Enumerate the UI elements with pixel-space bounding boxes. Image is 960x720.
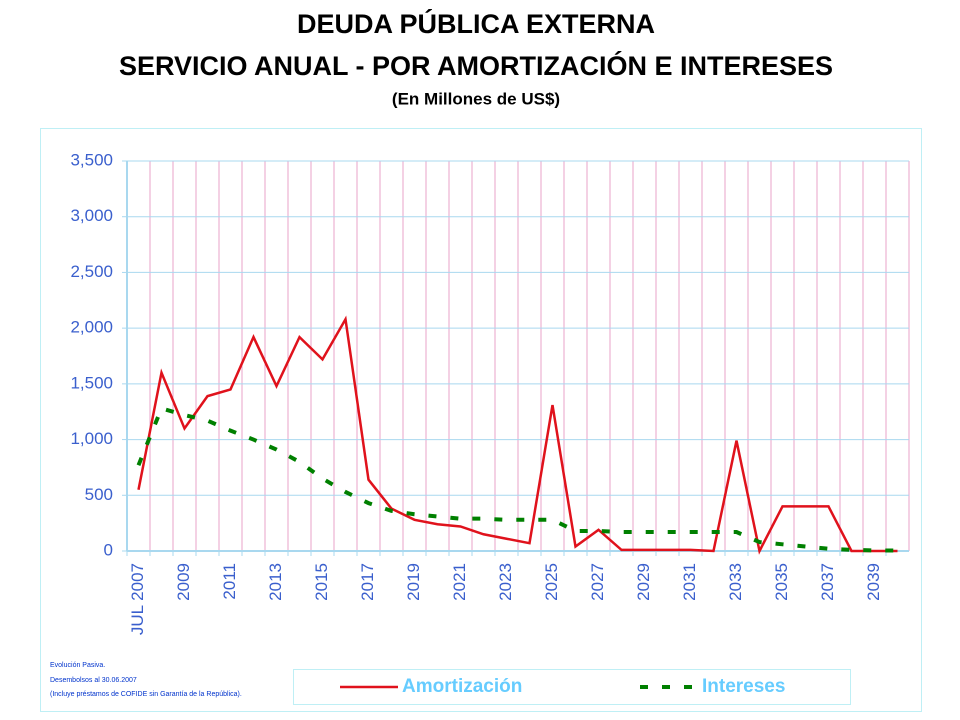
x-tick-label: 2029 bbox=[634, 563, 653, 601]
footnote: (Incluye préstamos de COFIDE sin Garantí… bbox=[50, 691, 242, 698]
y-tick-label: 2,000 bbox=[70, 318, 113, 337]
legend-label: Amortización bbox=[402, 676, 522, 697]
y-tick-label: 2,500 bbox=[70, 262, 113, 281]
x-tick-label: 2019 bbox=[404, 563, 423, 601]
x-tick-label: 2027 bbox=[588, 563, 607, 601]
footnote: Evolución Pasiva. bbox=[50, 662, 105, 669]
x-tick-label: 2035 bbox=[772, 563, 791, 601]
legend-label: Intereses bbox=[702, 676, 785, 697]
chart-subtitle: (En Millones de US$) bbox=[392, 89, 560, 108]
y-tick-label: 3,000 bbox=[70, 206, 113, 225]
x-tick-label: 2009 bbox=[174, 563, 193, 601]
x-tick-label: 2039 bbox=[864, 563, 883, 601]
x-tick-label: 2017 bbox=[358, 563, 377, 601]
x-tick-label: 2025 bbox=[542, 563, 561, 601]
x-tick-label: 2021 bbox=[450, 563, 469, 601]
series-line bbox=[136, 405, 898, 553]
y-tick-label: 3,500 bbox=[70, 150, 113, 169]
chart-title: SERVICIO ANUAL - POR AMORTIZACIÓN E INTE… bbox=[119, 50, 833, 81]
y-tick-label: 1,500 bbox=[70, 373, 113, 392]
x-tick-label: 2023 bbox=[496, 563, 515, 601]
x-tick-label: 2037 bbox=[818, 563, 837, 601]
y-tick-label: 1,000 bbox=[70, 429, 113, 448]
x-tick-label: 2013 bbox=[266, 563, 285, 601]
y-tick-label: 0 bbox=[104, 540, 113, 559]
plot-frame bbox=[40, 128, 922, 712]
x-tick-label: 2031 bbox=[680, 563, 699, 601]
x-tick-label: 2011 bbox=[220, 563, 239, 600]
x-tick-label: 2033 bbox=[726, 563, 745, 601]
y-tick-label: 500 bbox=[85, 485, 113, 504]
x-tick-label: JUL 2007 bbox=[128, 563, 147, 635]
series-line bbox=[137, 315, 898, 555]
footnote: Desembolsos al 30.06.2007 bbox=[50, 677, 137, 684]
x-tick-label: 2015 bbox=[312, 563, 331, 601]
chart-title: DEUDA PÚBLICA EXTERNA bbox=[297, 8, 655, 39]
